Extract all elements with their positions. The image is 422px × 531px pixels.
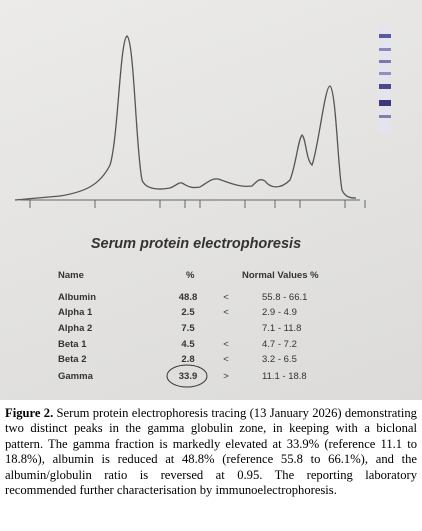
row-flag: < [223,292,229,303]
row-flag: < [223,339,229,350]
row-name: Beta 1 [58,339,87,350]
tracing-curve [14,35,357,201]
caption: Figure 2. Serum protein electrophoresis … [5,406,417,498]
table-rows: Albumin 48.8 <55.8 - 66.1 Alpha 1 2.5 <2.9 - … [58,292,307,382]
row-flag: < [223,354,229,365]
row-name: Alpha 2 [58,323,92,334]
row-normal: 55.8 - 66.1 [262,292,307,303]
row-name: Alpha 1 [58,307,93,318]
column-header: Name [58,270,84,281]
row-normal: 3.2 - 6.5 [262,354,297,365]
row-normal: 2.9 - 4.9 [262,307,297,318]
row-percent: 2.8 [181,354,194,365]
fraction-ticks [29,200,366,208]
caption-label: Figure 2. [5,406,54,420]
row-name: Albumin [58,292,96,303]
row-percent: 48.8 [179,292,198,303]
row-percent: 4.5 [181,339,195,350]
column-header: Normal Values % [242,270,319,281]
heading: Serum protein electrophoresis [91,236,301,252]
row-flag: > [223,371,229,382]
row-percent: 7.5 [181,323,195,334]
row-normal: 11.1 - 18.8 [262,371,307,382]
row-percent: 33.9 [179,371,198,382]
row-name: Beta 2 [58,354,87,365]
row-name: Gamma [58,371,94,382]
column-header: % [186,270,195,281]
photo: Serum protein electrophoresis Name % Nor… [0,0,422,400]
row-percent: 2.5 [181,307,195,318]
row-flag: < [223,307,229,318]
gel-strip [379,24,391,132]
row-normal: 7.1 - 11.8 [262,323,301,334]
hand-circle [166,364,208,388]
row-normal: 4.7 - 7.2 [262,339,297,350]
caption-text: Serum protein electrophoresis tracing (1… [5,406,417,498]
